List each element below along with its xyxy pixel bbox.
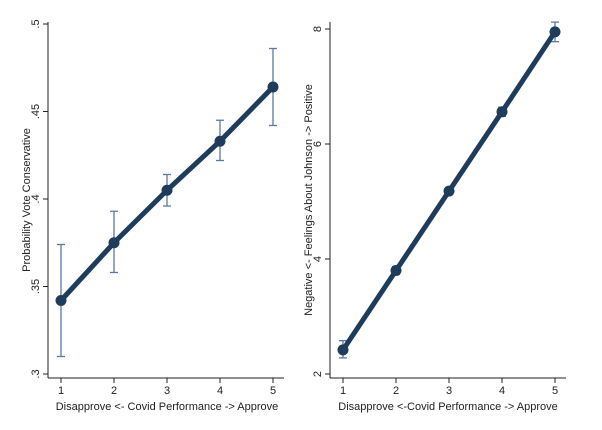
left-y-tick-label: .5 <box>30 19 42 28</box>
left-x-tick-label: 3 <box>164 385 170 397</box>
right-data-point <box>443 185 455 197</box>
left-y-ticks: .3 .35 .4 .45 .5 <box>30 19 48 379</box>
right-y-tick-label: 8 <box>312 26 324 32</box>
left-data-point <box>161 184 173 196</box>
left-x-tick-label: 2 <box>111 385 117 397</box>
right-data-point <box>496 106 508 118</box>
right-points <box>337 26 561 356</box>
right-data-point <box>549 26 561 38</box>
left-data-point <box>214 135 226 147</box>
left-y-tick-label: .45 <box>30 104 42 119</box>
left-y-axis-title: Probability Vote Conservative <box>21 128 33 272</box>
right-x-axis-title: Disapprove <-Covid Performance -> Approv… <box>338 401 558 413</box>
left-x-axis-title: Disapprove <- Covid Performance -> Appro… <box>56 401 279 413</box>
chart-right: Negative <- Feelings About Johnson -> Po… <box>303 21 566 413</box>
left-data-point <box>55 295 67 306</box>
right-x-tick-label: 2 <box>393 385 399 397</box>
left-x-ticks: 1 2 3 4 5 <box>58 378 276 397</box>
right-y-tick-label: 2 <box>312 371 324 377</box>
right-x-tick-label: 5 <box>552 385 558 397</box>
right-y-tick-label: 4 <box>312 256 324 262</box>
left-data-point <box>108 237 120 249</box>
left-x-tick-label: 4 <box>217 385 223 397</box>
right-data-point <box>390 265 402 276</box>
left-y-tick-label: .3 <box>30 369 42 378</box>
left-y-tick-label: .4 <box>30 194 42 203</box>
right-x-ticks: 1 2 3 4 5 <box>340 378 558 397</box>
right-y-ticks: 2 4 6 8 <box>312 26 330 377</box>
right-y-tick-label: 6 <box>312 141 324 147</box>
right-x-tick-label: 4 <box>499 385 505 397</box>
left-x-tick-label: 1 <box>58 385 64 397</box>
left-y-tick-label: .35 <box>30 279 42 294</box>
left-x-tick-label: 5 <box>270 385 276 397</box>
right-data-point <box>337 344 349 356</box>
left-points <box>55 81 279 306</box>
right-x-tick-label: 3 <box>446 385 452 397</box>
chart-left: Probability Vote Conservative Disapprove… <box>21 19 284 413</box>
right-y-axis-title: Negative <- Feelings About Johnson -> Po… <box>303 84 315 316</box>
right-x-tick-label: 1 <box>340 385 346 397</box>
left-data-point <box>267 81 279 93</box>
